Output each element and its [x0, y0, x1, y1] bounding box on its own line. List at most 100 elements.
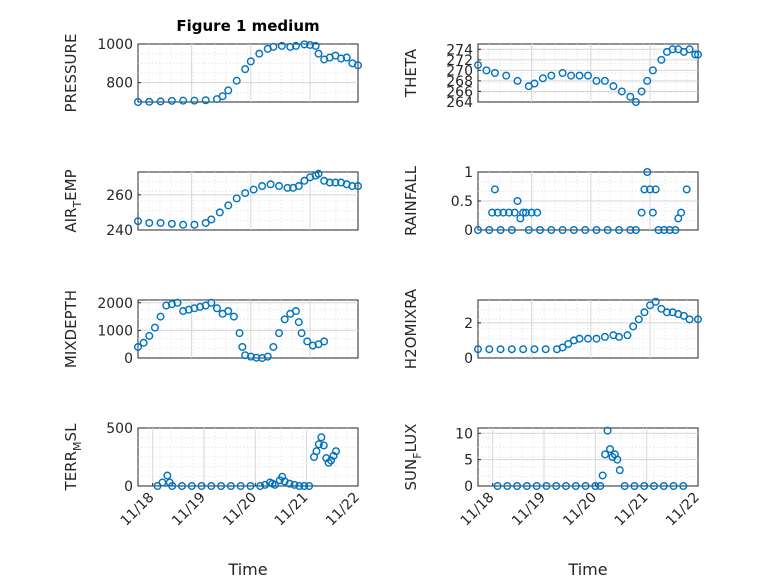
y-axis-label: AIRTEMP	[62, 169, 84, 232]
data-point	[275, 182, 284, 191]
data-point	[685, 315, 694, 324]
data-point	[592, 76, 601, 85]
data-point	[324, 458, 333, 467]
data-point	[207, 215, 216, 224]
data-point	[562, 482, 571, 491]
data-point	[332, 447, 341, 456]
chart-title: Figure 1 medium	[176, 17, 319, 35]
data-point	[280, 315, 289, 324]
y-axis-label: H2OMIXRA	[402, 288, 420, 369]
x-tick-label: 11/19	[169, 490, 209, 530]
data-point	[291, 41, 300, 50]
data-point	[679, 482, 688, 491]
data-point	[311, 41, 320, 50]
data-point	[238, 342, 247, 351]
data-point	[600, 332, 609, 341]
y-tick-label: 264	[446, 95, 473, 111]
data-point	[584, 71, 593, 80]
y-tick-label: 0	[464, 351, 473, 367]
data-point	[542, 482, 551, 491]
data-point	[283, 183, 292, 192]
y-axis-label: MIXDEPTH	[62, 290, 80, 368]
data-point	[162, 301, 171, 310]
data-point	[685, 45, 694, 54]
data-point	[499, 208, 508, 217]
data-point	[294, 318, 303, 327]
data-point	[679, 311, 688, 320]
data-point	[547, 225, 556, 234]
y-tick-label: 5	[464, 453, 473, 469]
data-point	[519, 208, 528, 217]
data-point	[522, 482, 531, 491]
data-point	[485, 345, 494, 354]
subplot-mixdepth: 0 1000 2000 MIXDEPTH	[62, 290, 359, 368]
data-point	[269, 42, 278, 51]
data-point	[503, 482, 512, 491]
data-point	[305, 482, 314, 491]
data-point	[297, 329, 306, 338]
data-point	[694, 315, 703, 324]
data-point	[474, 225, 483, 234]
data-point	[558, 343, 567, 352]
data-point	[286, 42, 295, 51]
y-tick-label: 274	[446, 42, 473, 58]
data-point	[532, 482, 541, 491]
data-point	[668, 45, 677, 54]
x-tick-label: 11/19	[509, 490, 549, 530]
data-point	[581, 482, 590, 491]
data-point	[474, 345, 483, 354]
data-point	[571, 482, 580, 491]
y-tick-label: 2	[464, 316, 473, 332]
data-point	[603, 426, 612, 435]
data-point	[270, 480, 279, 489]
y-axis-label: THETA	[402, 48, 420, 98]
data-point	[173, 298, 182, 307]
data-point	[648, 208, 657, 217]
data-point	[263, 352, 272, 361]
data-point	[643, 167, 652, 176]
data-point	[538, 74, 547, 83]
data-point	[314, 169, 323, 178]
data-point	[637, 208, 646, 217]
x-tick-label: 11/20	[560, 490, 600, 530]
data-point	[536, 225, 545, 234]
data-point	[482, 66, 491, 75]
data-point	[163, 471, 172, 480]
data-point	[236, 482, 245, 491]
data-point	[613, 455, 622, 464]
data-point	[524, 225, 533, 234]
data-point	[290, 480, 299, 489]
data-point	[224, 86, 233, 95]
data-point	[246, 482, 255, 491]
data-point	[158, 478, 167, 487]
data-point	[552, 482, 561, 491]
data-point	[300, 40, 309, 49]
data-point	[325, 178, 334, 187]
y-tick-label: 240	[106, 223, 133, 239]
y-tick-label: 0.5	[451, 194, 473, 210]
data-point	[232, 76, 241, 85]
y-tick-label: 270	[446, 63, 473, 79]
data-point	[541, 345, 550, 354]
y-tick-label: 260	[106, 188, 133, 204]
data-point	[133, 342, 142, 351]
data-point	[348, 182, 357, 191]
data-point	[196, 302, 205, 311]
data-point	[337, 54, 346, 63]
data-point	[156, 312, 165, 321]
data-point	[207, 482, 216, 491]
data-point	[156, 97, 165, 106]
data-point	[547, 71, 556, 80]
data-point	[505, 208, 514, 217]
y-tick-label: 272	[446, 53, 473, 69]
data-point	[617, 87, 626, 96]
data-point	[654, 225, 663, 234]
y-tick-label: 800	[106, 76, 133, 92]
data-point	[246, 352, 255, 361]
data-point	[179, 307, 188, 316]
data-point	[320, 337, 329, 346]
data-point	[519, 345, 528, 354]
data-point	[521, 208, 530, 217]
x-tick-label: 11/21	[272, 490, 312, 530]
